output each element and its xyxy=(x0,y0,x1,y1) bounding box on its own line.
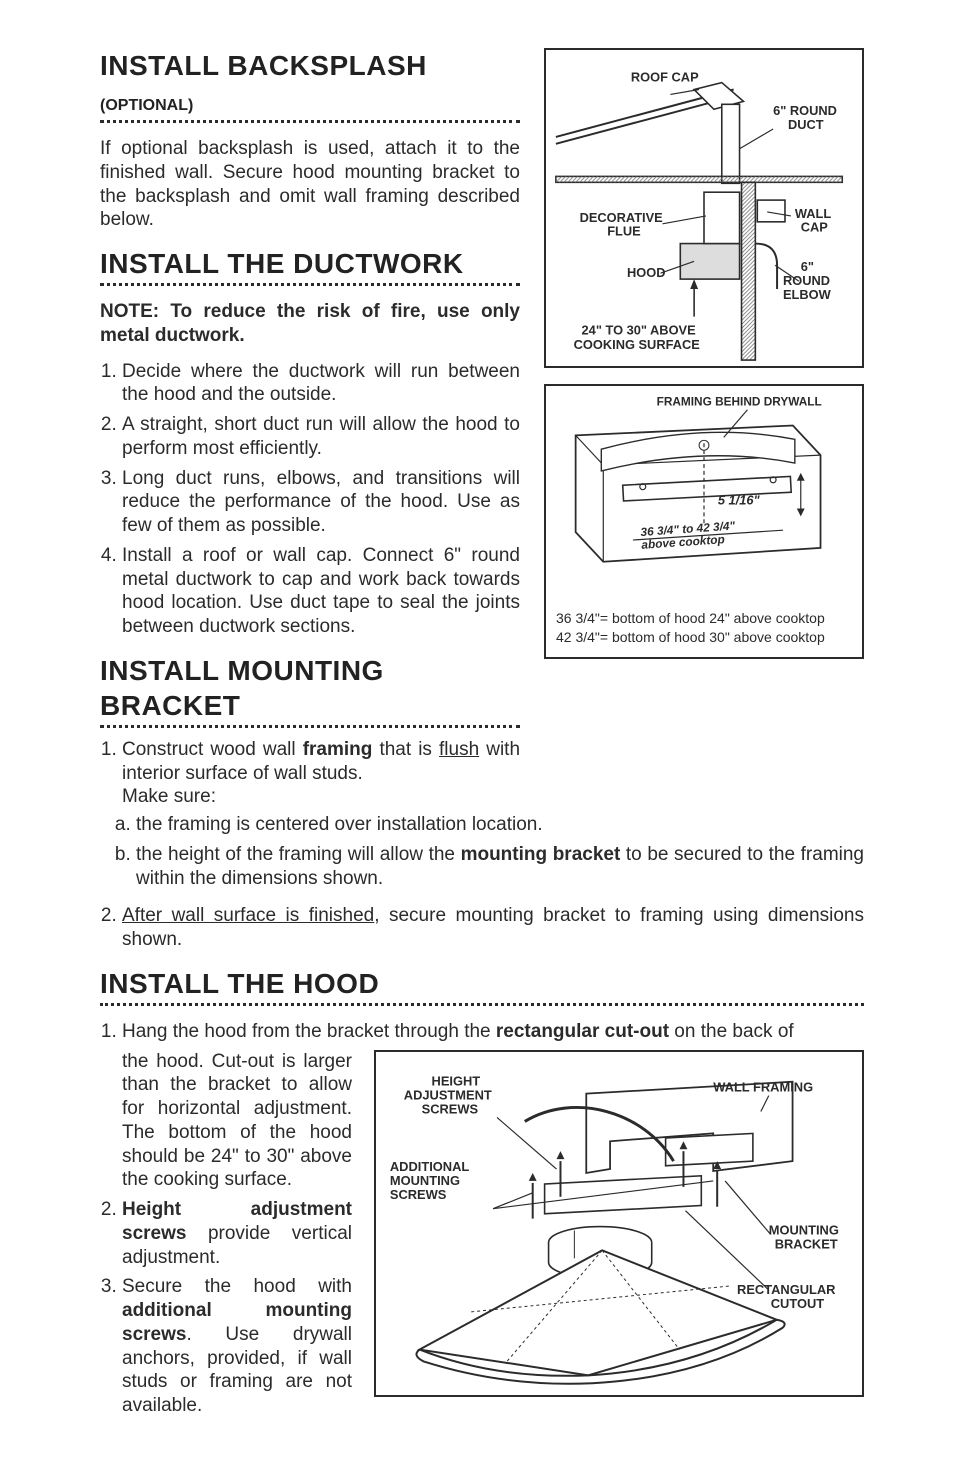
hood-row: the hood. Cut-out is larger than the bra… xyxy=(100,1050,864,1432)
lbl-elbow: 6"ROUNDELBOW xyxy=(783,259,832,302)
lbl-above: 24" TO 30" ABOVECOOKING SURFACE xyxy=(574,322,701,352)
section-hood-title: INSTALL THE HOOD xyxy=(100,966,864,1006)
text-span: Hang the hood from the bracket through t… xyxy=(122,1021,496,1042)
list-item: the height of the framing will allow the… xyxy=(136,843,864,891)
lbl-dim1: 5 1/16" xyxy=(718,492,761,507)
text-span: Secure the hood with xyxy=(122,1276,352,1297)
list-item: Secure the hood with additional mounting… xyxy=(122,1275,352,1418)
text-span: that is xyxy=(372,739,439,760)
duct-diagram: ROOF CAP 6" ROUNDDUCT DECORATIVEFLUE WAL… xyxy=(544,48,864,368)
section-backsplash-title: INSTALL BACKSPLASH (OPTIONAL) xyxy=(100,48,520,123)
hood-list-rest: Height adjustment screws provide vertica… xyxy=(100,1198,352,1418)
framing-svg: FRAMING BEHIND DRYWALL 5 1/16" 36 3/4" t… xyxy=(546,386,862,601)
hood-svg: HEIGHTADJUSTMENTSCREWS ADDITIONALMOUNTIN… xyxy=(376,1052,862,1389)
caption-line: 36 3/4"= bottom of hood 24" above cookto… xyxy=(556,609,852,628)
lbl-wall-cap: WALLCAP xyxy=(795,206,831,235)
bracket-list-start: Construct wood wall framing that is flus… xyxy=(100,738,520,809)
duct-svg: ROOF CAP 6" ROUNDDUCT DECORATIVEFLUE WAL… xyxy=(546,50,862,366)
bracket-sublist: the framing is centered over installatio… xyxy=(100,813,864,890)
text-span: After wall surface is finished xyxy=(122,905,374,926)
lbl-height-adj: HEIGHTADJUSTMENTSCREWS xyxy=(404,1073,492,1116)
list-item: the framing is centered over installatio… xyxy=(136,813,864,837)
text-span: mounting bracket xyxy=(461,844,621,865)
text-span: flush xyxy=(439,739,479,760)
hood-item1-continue: the hood. Cut-out is larger than the bra… xyxy=(100,1050,352,1193)
hood-text: the hood. Cut-out is larger than the bra… xyxy=(100,1050,352,1432)
text-span: the height of the framing will allow the xyxy=(136,844,461,865)
page-root: INSTALL BACKSPLASH (OPTIONAL) If optiona… xyxy=(0,0,954,1480)
lbl-framing: FRAMING BEHIND DRYWALL xyxy=(657,395,822,409)
bracket-list-end: After wall surface is finished, secure m… xyxy=(100,904,864,952)
caption-line: 42 3/4"= bottom of hood 30" above cookto… xyxy=(556,628,852,647)
top-columns: INSTALL BACKSPLASH (OPTIONAL) If optiona… xyxy=(100,48,864,815)
right-column: ROOF CAP 6" ROUNDDUCT DECORATIVEFLUE WAL… xyxy=(544,48,864,675)
framing-caption: 36 3/4"= bottom of hood 24" above cookto… xyxy=(546,601,862,657)
list-item: Construct wood wall framing that is flus… xyxy=(122,738,520,809)
lbl-roof-cap: ROOF CAP xyxy=(631,70,699,85)
left-column: INSTALL BACKSPLASH (OPTIONAL) If optiona… xyxy=(100,48,520,815)
lbl-mounting-bracket: MOUNTINGBRACKET xyxy=(769,1222,839,1251)
text-span: rectangular cut-out xyxy=(496,1021,669,1042)
lbl-addl-screws: ADDITIONALMOUNTINGSCREWS xyxy=(390,1159,470,1202)
hood-diagram: HEIGHTADJUSTMENTSCREWS ADDITIONALMOUNTIN… xyxy=(374,1050,864,1398)
lbl-rect-cutout: RECTANGULARCUTOUT xyxy=(737,1282,836,1311)
text-span: framing xyxy=(303,739,373,760)
hood-list-lead: Hang the hood from the bracket through t… xyxy=(100,1020,864,1044)
title-subtitle: (OPTIONAL) xyxy=(100,97,193,114)
text-span: Construct wood wall xyxy=(122,739,303,760)
list-item: Long duct runs, elbows, and transitions … xyxy=(122,467,520,538)
list-item: After wall surface is finished, secure m… xyxy=(122,904,864,952)
list-item: A straight, short duct run will allow th… xyxy=(122,413,520,461)
lbl-dec-flue: DECORATIVEFLUE xyxy=(580,210,664,239)
backsplash-body: If optional backsplash is used, attach i… xyxy=(100,137,520,232)
text-span: on the back of xyxy=(669,1021,794,1042)
section-ductwork-title: INSTALL THE DUCTWORK xyxy=(100,246,520,286)
lbl-wall-framing: WALL FRAMING xyxy=(713,1079,813,1094)
list-item: Decide where the ductwork will run betwe… xyxy=(122,360,520,408)
lbl-hood: HOOD xyxy=(627,265,666,280)
list-item: Hang the hood from the bracket through t… xyxy=(122,1020,864,1044)
title-text: INSTALL BACKSPLASH xyxy=(100,50,427,81)
section-bracket-title: INSTALL MOUNTING BRACKET xyxy=(100,653,520,728)
list-item: Height adjustment screws provide vertica… xyxy=(122,1198,352,1269)
lbl-round-duct: 6" ROUNDDUCT xyxy=(773,103,837,132)
ductwork-list: Decide where the ductwork will run betwe… xyxy=(100,360,520,639)
ductwork-note: NOTE: To reduce the risk of fire, use on… xyxy=(100,300,520,348)
list-item: Install a roof or wall cap. Connect 6" r… xyxy=(122,544,520,639)
framing-diagram: FRAMING BEHIND DRYWALL 5 1/16" 36 3/4" t… xyxy=(544,384,864,659)
